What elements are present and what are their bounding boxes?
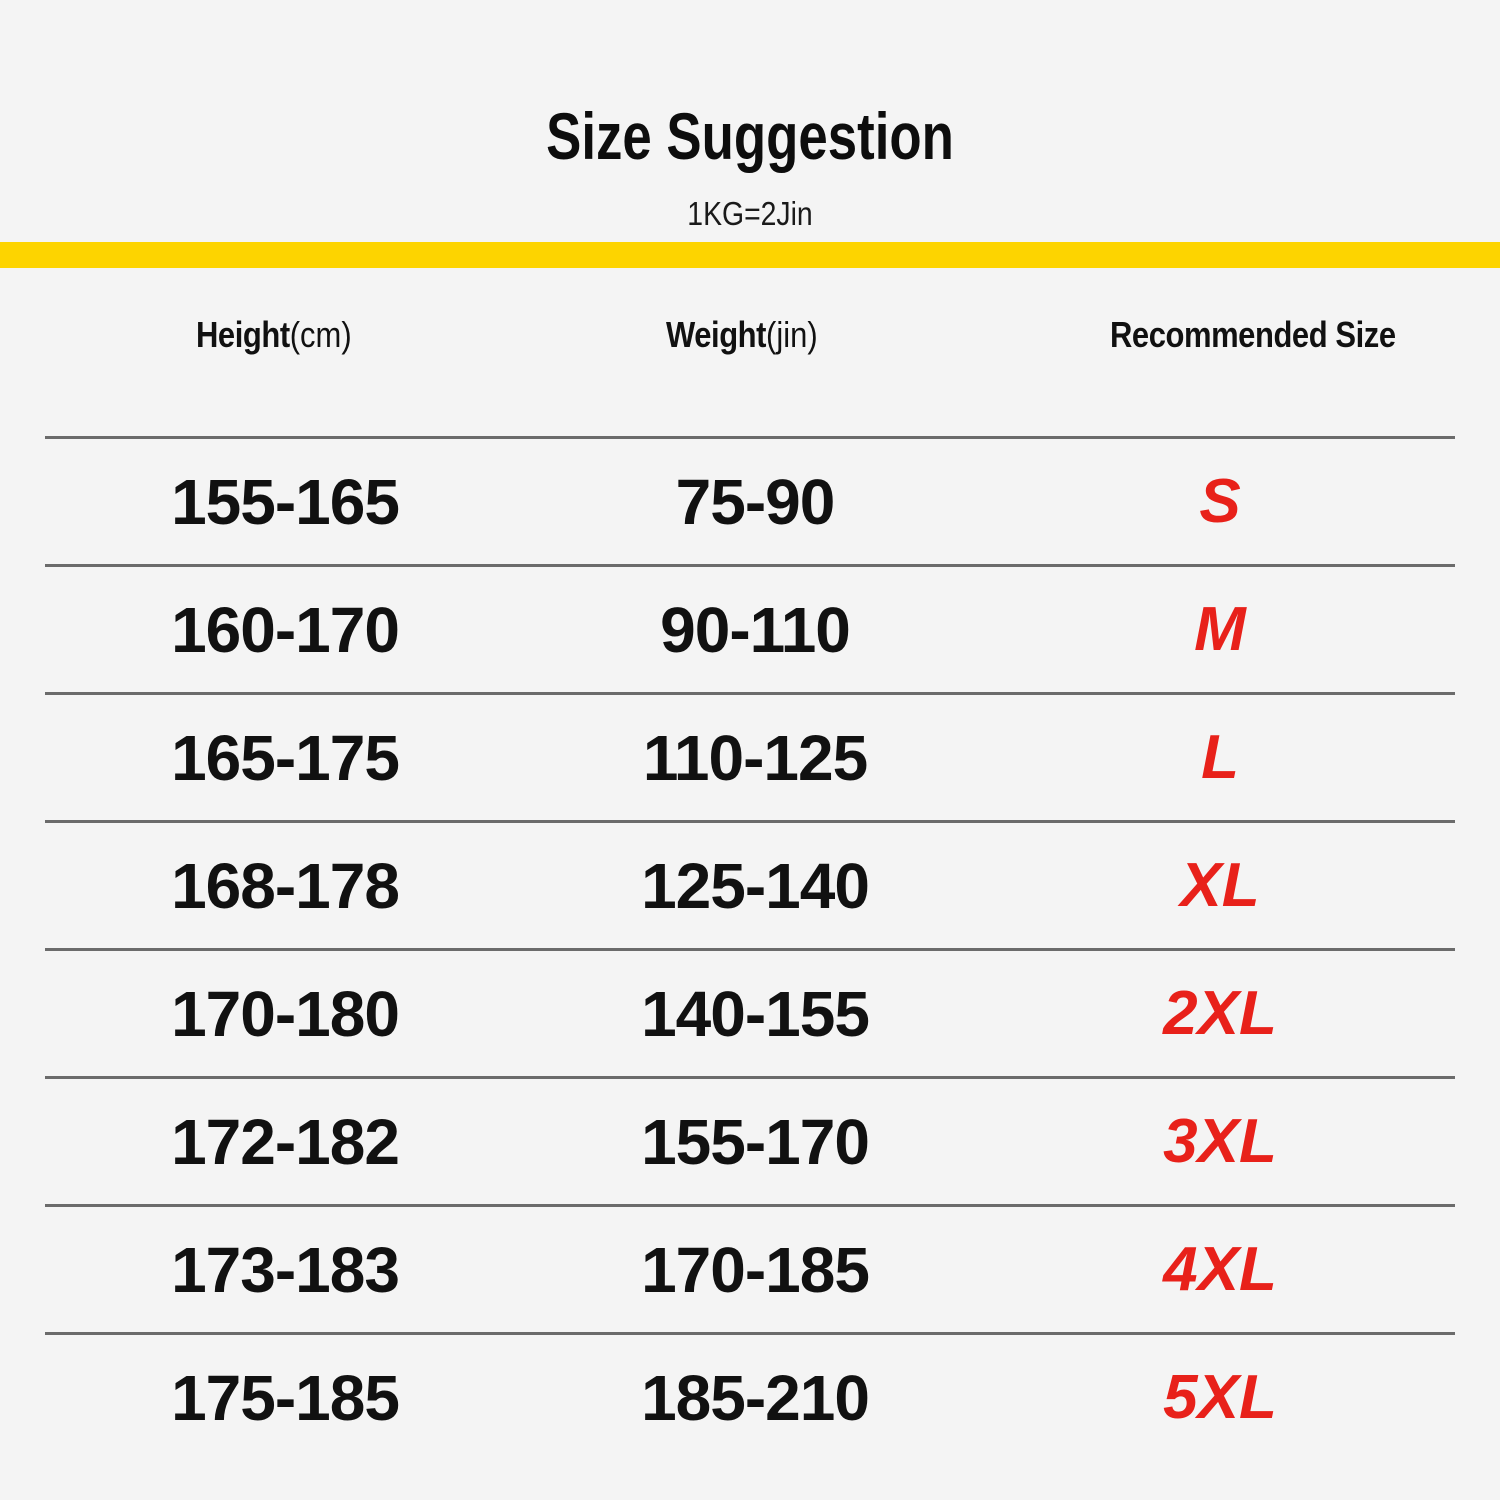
table-row: 175-185 185-210 5XL bbox=[45, 1332, 1455, 1460]
column-header-height-unit: (cm) bbox=[289, 314, 352, 355]
cell-height: 165-175 bbox=[171, 721, 400, 794]
column-header-weight: Weight(jin) bbox=[666, 314, 818, 356]
table-row: 160-170 90-110 M bbox=[45, 564, 1455, 692]
cell-recommended-size: 3XL bbox=[1163, 1106, 1277, 1176]
cell-height: 155-165 bbox=[171, 465, 400, 538]
page-title: Size Suggestion bbox=[546, 99, 954, 173]
size-table-body: 155-165 75-90 S 160-170 90-110 M 165-175… bbox=[0, 436, 1500, 1460]
cell-recommended-size: S bbox=[1199, 466, 1241, 536]
cell-recommended-size: XL bbox=[1180, 850, 1260, 920]
column-header-weight-unit: (jin) bbox=[766, 314, 818, 355]
column-header-recommended-size-label: Recommended Size bbox=[1110, 314, 1396, 355]
cell-weight: 75-90 bbox=[675, 465, 836, 538]
cell-recommended-size: M bbox=[1194, 594, 1246, 664]
cell-height: 173-183 bbox=[171, 1233, 400, 1306]
header-block: Size Suggestion 1KG=2Jin bbox=[0, 0, 1500, 242]
cell-recommended-size: 2XL bbox=[1163, 978, 1277, 1048]
yellow-accent-bar bbox=[0, 242, 1500, 268]
cell-recommended-size: 4XL bbox=[1163, 1234, 1277, 1304]
cell-height: 160-170 bbox=[171, 593, 400, 666]
cell-weight: 90-110 bbox=[660, 593, 851, 666]
column-header-height: Height(cm) bbox=[196, 314, 352, 356]
cell-height: 168-178 bbox=[171, 849, 400, 922]
size-table: Height(cm) Weight(jin) Recommended Size … bbox=[0, 268, 1500, 1460]
column-header-recommended-size: Recommended Size bbox=[1110, 314, 1396, 356]
cell-recommended-size: 5XL bbox=[1163, 1362, 1277, 1432]
table-row: 155-165 75-90 S bbox=[45, 436, 1455, 564]
cell-weight: 155-170 bbox=[641, 1105, 870, 1178]
size-table-header-row: Height(cm) Weight(jin) Recommended Size bbox=[0, 268, 1500, 436]
cell-weight: 125-140 bbox=[641, 849, 870, 922]
cell-height: 172-182 bbox=[171, 1105, 400, 1178]
table-row: 172-182 155-170 3XL bbox=[45, 1076, 1455, 1204]
cell-weight: 140-155 bbox=[641, 977, 870, 1050]
table-row: 173-183 170-185 4XL bbox=[45, 1204, 1455, 1332]
column-header-weight-label: Weight bbox=[666, 314, 767, 355]
cell-height: 170-180 bbox=[171, 977, 400, 1050]
table-row: 168-178 125-140 XL bbox=[45, 820, 1455, 948]
table-row: 165-175 110-125 L bbox=[45, 692, 1455, 820]
table-row: 170-180 140-155 2XL bbox=[45, 948, 1455, 1076]
cell-recommended-size: L bbox=[1201, 722, 1239, 792]
cell-weight: 110-125 bbox=[642, 721, 868, 794]
column-header-height-label: Height bbox=[196, 314, 290, 355]
cell-weight: 170-185 bbox=[641, 1233, 870, 1306]
cell-height: 175-185 bbox=[171, 1361, 400, 1434]
unit-conversion-note: 1KG=2Jin bbox=[687, 195, 813, 232]
cell-weight: 185-210 bbox=[641, 1361, 870, 1434]
